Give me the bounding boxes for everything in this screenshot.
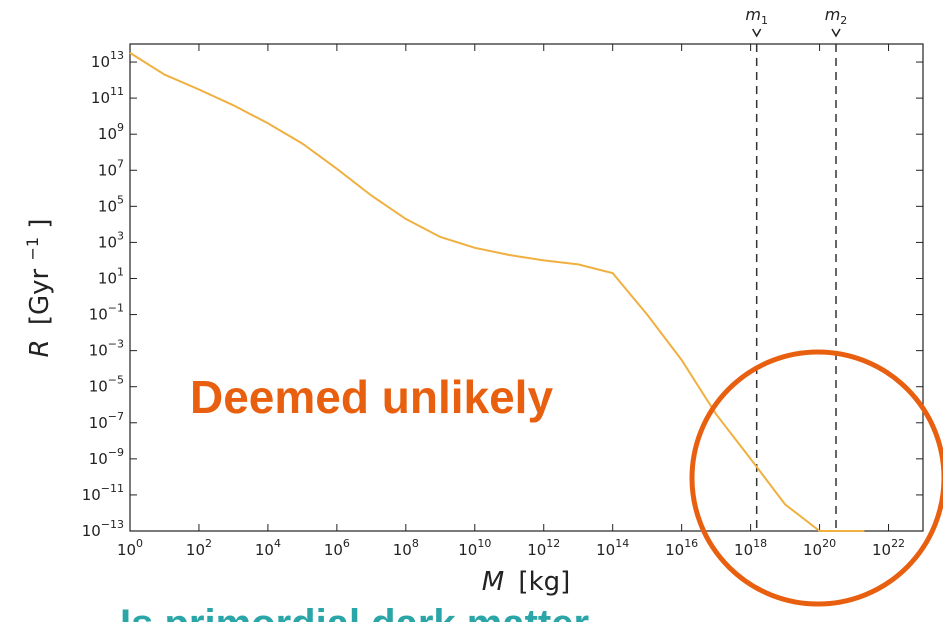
- y-tick-label: 10−3: [89, 338, 124, 360]
- x-tick-label: 108: [393, 537, 419, 559]
- y-tick-label: 1011: [91, 85, 124, 107]
- cut-off-heading: Is primordial dark matter: [0, 590, 943, 622]
- x-tick-label: 1020: [803, 537, 836, 559]
- y-tick-label: 103: [98, 229, 124, 251]
- x-tick-label: 104: [255, 537, 281, 559]
- y-tick-label: 1013: [91, 49, 124, 71]
- y-tick-label: 101: [98, 265, 124, 287]
- x-tick-label: 102: [186, 537, 212, 559]
- y-tick-label: 105: [98, 193, 124, 215]
- x-tick-label: 1018: [734, 537, 767, 559]
- cut-off-heading-text: Is primordial dark matter: [120, 602, 589, 622]
- marker-arrow-m2: [831, 28, 841, 38]
- marker-lines: m1 m2: [745, 5, 847, 531]
- x-tick-label: 106: [324, 537, 350, 559]
- plot-frame: [129, 43, 924, 532]
- y-tick-label: 10−11: [82, 482, 124, 504]
- y-tick-label: 10−13: [82, 518, 124, 540]
- y-tick-label: 107: [98, 157, 124, 179]
- y-axis-unit: [Gyr: [25, 268, 55, 325]
- y-tick-label: 10−9: [89, 446, 124, 468]
- x-axis: 100 102 104 106 108 1010 1012 1014 1016 1018 1020 1…: [117, 44, 905, 559]
- series-line: [129, 52, 865, 532]
- x-axis-unit: [kg]: [518, 567, 570, 597]
- y-axis-close: ]: [25, 219, 55, 229]
- marker-label-m1: m1: [745, 5, 768, 27]
- x-axis-var: M: [482, 567, 504, 597]
- y-tick-label: 10−5: [89, 374, 124, 396]
- y-tick-label: 10−1: [89, 302, 124, 324]
- y-tick-label: 109: [98, 121, 124, 143]
- marker-label-m2: m2: [825, 5, 848, 27]
- y-tick-label: 10−7: [89, 410, 124, 432]
- x-tick-label: 1016: [665, 537, 698, 559]
- annotation-deemed-unlikely: Deemed unlikely: [190, 371, 554, 423]
- series-layer: [129, 52, 865, 532]
- highlight-circle: [689, 349, 943, 607]
- y-axis: 1013 1011 109 107 105 103 101 10−1 10−3 10−5 10−7 1…: [82, 49, 923, 540]
- x-tick-label: 1014: [596, 537, 629, 559]
- marker-arrow-m1: [752, 28, 762, 38]
- x-axis-title: M [kg]: [482, 567, 571, 597]
- x-tick-label: 1012: [527, 537, 560, 559]
- y-axis-var: R: [25, 339, 55, 357]
- y-axis-title: R [Gyr −1 ]: [15, 219, 55, 358]
- x-tick-label: 1010: [458, 537, 491, 559]
- x-tick-label: 100: [117, 537, 143, 559]
- y-axis-exp: −1: [23, 237, 42, 261]
- x-tick-label: 1022: [872, 537, 905, 559]
